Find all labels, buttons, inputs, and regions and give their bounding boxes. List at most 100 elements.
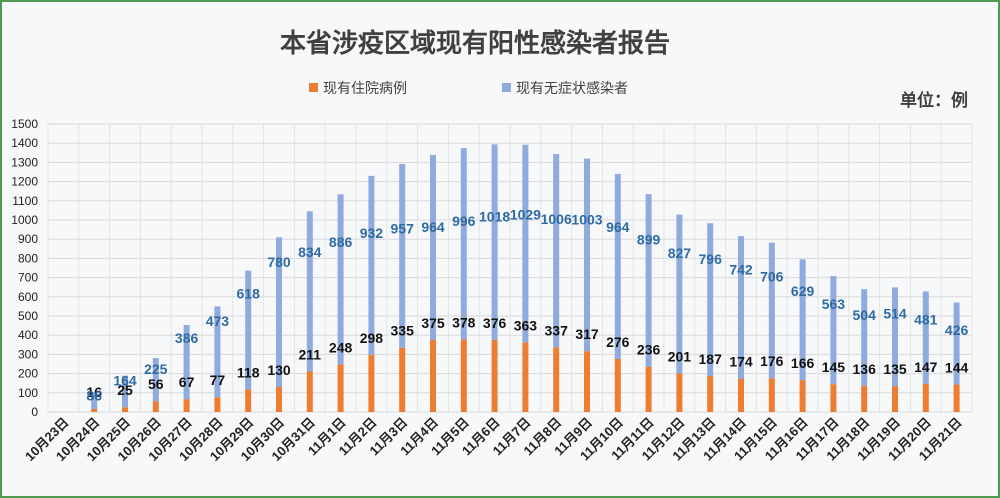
data-label-asymptomatic: 563 — [822, 296, 846, 312]
y-tick-label: 200 — [18, 367, 38, 381]
bar-asymptomatic — [183, 325, 190, 400]
data-label-hospitalized: 176 — [760, 353, 784, 369]
grid — [47, 123, 973, 413]
bar-hospitalized — [830, 384, 837, 412]
bar-hospitalized — [645, 366, 652, 412]
unit-label: 单位：例 — [900, 90, 968, 110]
legend-label-0: 现有住院病例 — [323, 80, 407, 96]
bar-asymptomatic — [122, 375, 128, 408]
data-label-hospitalized: 248 — [329, 339, 353, 355]
chart-title: 本省涉疫区域现有阳性感染者报告 — [280, 28, 670, 58]
bar-asymptomatic — [768, 242, 775, 379]
bar-hospitalized — [614, 359, 621, 412]
bar-hospitalized — [491, 339, 498, 412]
y-tick-label: 1100 — [12, 194, 38, 208]
data-label-asymptomatic: 932 — [360, 225, 384, 241]
bar-asymptomatic — [491, 144, 498, 340]
data-label-asymptomatic: 504 — [853, 307, 877, 323]
bar-asymptomatic — [152, 358, 159, 402]
data-label-asymptomatic: 780 — [267, 254, 291, 270]
data-label-asymptomatic: 964 — [421, 219, 445, 235]
data-label-hospitalized: 118 — [237, 364, 260, 380]
bar-asymptomatic — [306, 211, 313, 372]
bar-asymptomatic — [892, 287, 898, 387]
data-label-hospitalized: 16 — [86, 384, 102, 400]
y-tick-label: 600 — [18, 290, 38, 304]
data-label-asymptomatic: 957 — [391, 220, 415, 236]
data-label-asymptomatic: 1003 — [571, 211, 602, 227]
bar-asymptomatic — [922, 291, 929, 384]
y-tick-label: 300 — [18, 347, 38, 361]
data-label-hospitalized: 276 — [606, 334, 630, 350]
legend: 现有住院病例 现有无症状感染者 — [309, 80, 628, 96]
data-label-asymptomatic: 618 — [237, 285, 261, 301]
data-label-hospitalized: 378 — [452, 314, 476, 330]
data-label-asymptomatic: 164 — [113, 373, 137, 389]
data-label-asymptomatic: 1006 — [541, 211, 572, 227]
data-label-hospitalized: 130 — [267, 362, 291, 378]
y-tick-label: 1300 — [11, 155, 38, 169]
bar-hospitalized — [584, 351, 590, 412]
bar-asymptomatic — [614, 173, 621, 360]
data-label-hospitalized: 375 — [421, 315, 445, 331]
bar-hospitalized — [676, 373, 683, 412]
data-label-hospitalized: 236 — [637, 342, 661, 358]
data-label-asymptomatic: 834 — [298, 244, 322, 260]
bar-hospitalized — [152, 401, 159, 412]
data-label-hospitalized: 174 — [729, 354, 753, 370]
bar-asymptomatic — [460, 148, 467, 340]
bar-asymptomatic — [861, 289, 868, 386]
y-tick-label: 800 — [18, 251, 38, 265]
bar-hospitalized — [337, 364, 344, 412]
data-label-asymptomatic: 481 — [914, 312, 938, 328]
bar-asymptomatic — [676, 214, 683, 374]
data-label-asymptomatic: 225 — [144, 361, 168, 377]
bar-asymptomatic — [799, 259, 806, 381]
data-label-asymptomatic: 473 — [206, 313, 230, 329]
bar-asymptomatic — [91, 392, 98, 409]
data-label-hospitalized: 337 — [545, 322, 569, 338]
data-label-hospitalized: 67 — [179, 374, 195, 390]
y-tick-label: 400 — [18, 328, 38, 342]
y-tick-label: 100 — [18, 386, 38, 400]
legend-label-1: 现有无症状感染者 — [516, 80, 628, 96]
bar-hospitalized — [306, 371, 313, 412]
data-label-asymptomatic: 426 — [945, 322, 969, 338]
bar-hospitalized — [738, 378, 744, 412]
data-label-hospitalized: 211 — [299, 346, 322, 362]
bar-hospitalized — [183, 399, 190, 412]
data-label-asymptomatic: 886 — [329, 234, 353, 250]
bar-asymptomatic — [214, 306, 221, 398]
bar-hospitalized — [953, 384, 960, 412]
bar-asymptomatic — [368, 175, 375, 355]
data-label-hospitalized: 147 — [914, 359, 938, 375]
y-tick-label: 1400 — [11, 136, 38, 150]
y-tick-label: 700 — [18, 271, 38, 285]
x-axis: 10月23日10月24日10月25日10月26日10月27日10月28日10月2… — [22, 415, 965, 464]
bar-asymptomatic — [553, 154, 560, 348]
bar-asymptomatic — [337, 194, 344, 365]
bar-asymptomatic — [276, 237, 282, 388]
y-tick-label: 500 — [18, 309, 38, 323]
data-label-asymptomatic: 1018 — [479, 209, 510, 225]
bar-asymptomatic — [738, 236, 744, 379]
data-label-asymptomatic: 514 — [883, 305, 907, 321]
bar-hospitalized — [522, 342, 529, 412]
bar-hospitalized — [368, 354, 375, 412]
data-label-asymptomatic: 86 — [86, 387, 102, 403]
data-label-asymptomatic: 629 — [791, 283, 815, 299]
bar-hospitalized — [214, 397, 221, 412]
data-label-asymptomatic: 827 — [668, 245, 692, 261]
bar-asymptomatic — [953, 302, 960, 385]
y-tick-label: 0 — [31, 405, 38, 419]
data-label-hospitalized: 144 — [945, 359, 969, 375]
bar-hospitalized — [91, 408, 98, 412]
data-label-hospitalized: 166 — [791, 355, 815, 371]
bar-hospitalized — [430, 340, 436, 412]
data-label-asymptomatic: 899 — [637, 231, 661, 247]
legend-swatch-1 — [502, 83, 511, 92]
data-label-hospitalized: 335 — [391, 323, 415, 339]
bar-asymptomatic — [430, 154, 436, 340]
bar-hospitalized — [399, 347, 406, 412]
